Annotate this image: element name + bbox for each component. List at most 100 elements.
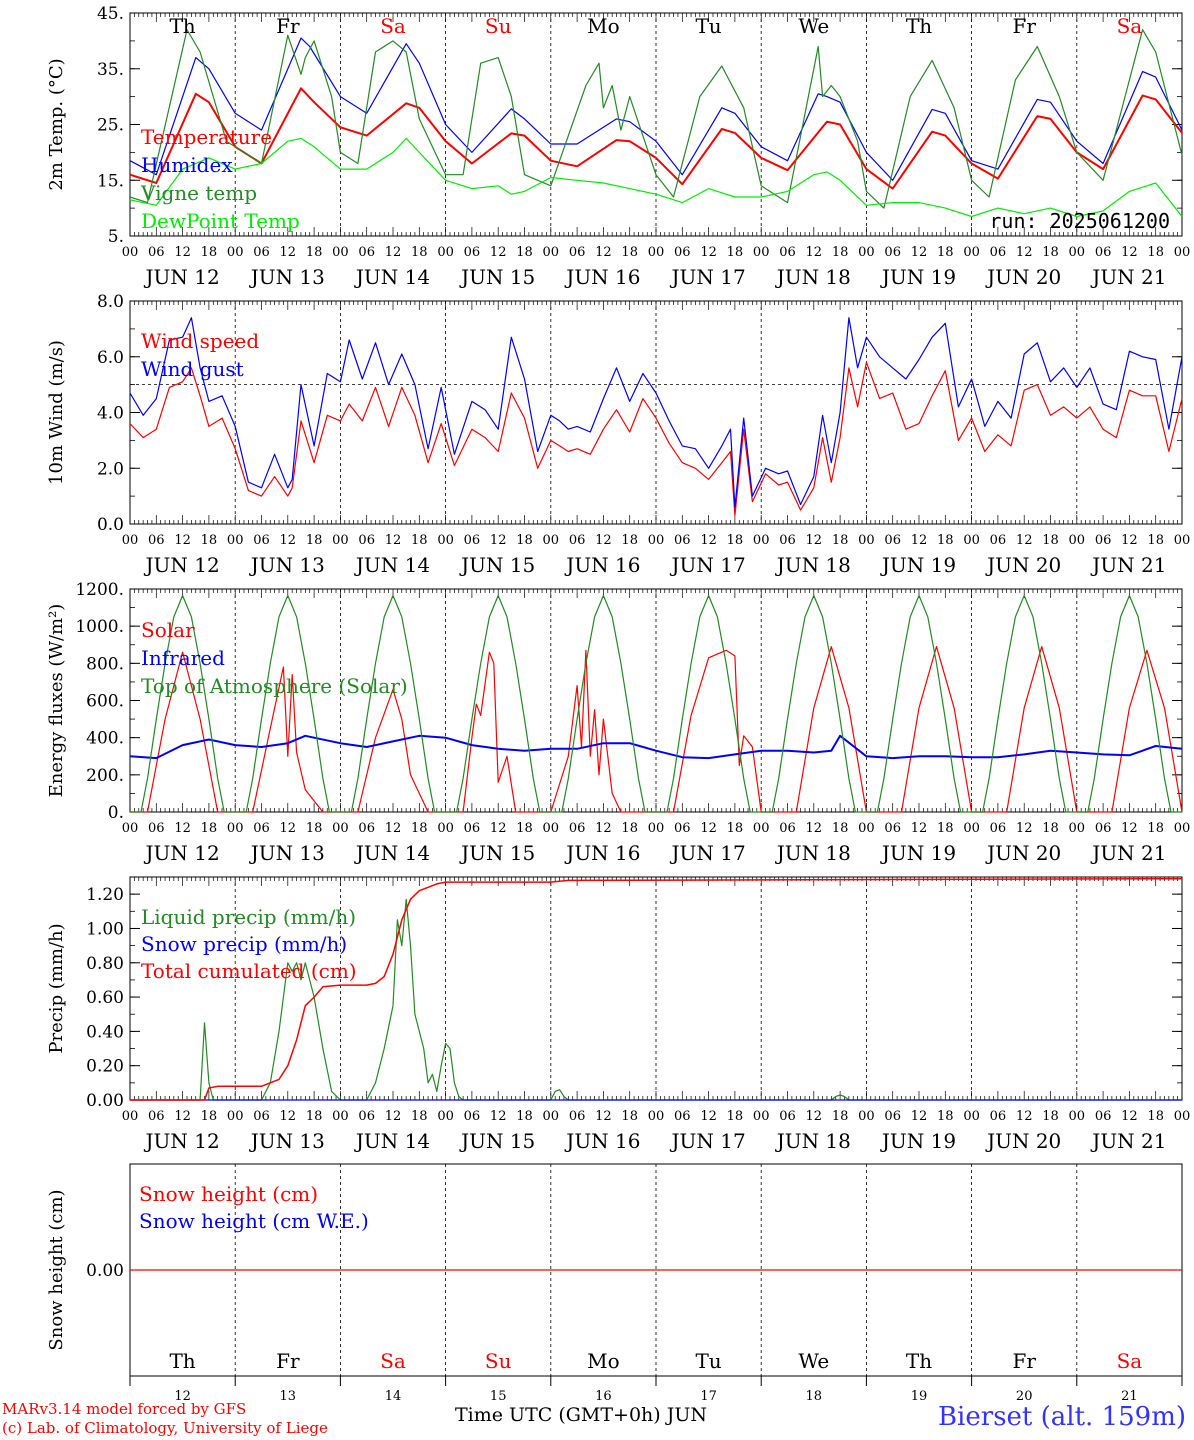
hour-tick-label: 06	[990, 533, 1007, 548]
hour-tick-label: 00	[227, 1109, 244, 1124]
hour-tick-label: 18	[411, 533, 428, 548]
hour-tick-label: 18	[621, 821, 638, 836]
hour-tick-label: 18	[1147, 1109, 1164, 1124]
hour-tick-label: 12	[385, 245, 402, 260]
hour-tick-label: 12	[806, 533, 823, 548]
hour-tick-label: 06	[990, 245, 1007, 260]
y-tick-label: 0.20	[86, 1057, 124, 1077]
weekday-label: Mo	[587, 14, 620, 38]
hour-tick-label: 06	[1095, 533, 1112, 548]
hour-tick-label: 00	[227, 533, 244, 548]
hour-tick-label: 18	[1042, 1109, 1059, 1124]
date-label: JUN 19	[880, 1129, 956, 1153]
hour-tick-label: 00	[1174, 245, 1191, 260]
hour-tick-label: 12	[595, 533, 612, 548]
day-number-label: 12	[174, 1389, 191, 1404]
hour-tick-label: 00	[543, 821, 560, 836]
hour-tick-label: 12	[1121, 1109, 1138, 1124]
legend-entry: Humidex	[141, 153, 233, 177]
hour-tick-label: 06	[779, 1109, 796, 1124]
day-number-label: 13	[280, 1389, 297, 1404]
date-label: JUN 17	[670, 553, 746, 577]
date-label: JUN 12	[144, 553, 220, 577]
hour-tick-label: 00	[1069, 245, 1086, 260]
hour-tick-label: 12	[1016, 1109, 1033, 1124]
weekday-label: Th	[169, 14, 195, 38]
hour-tick-label: 00	[122, 245, 139, 260]
series-vigne-temp	[129, 29, 1183, 209]
panel-2: 0.0 2.0 4.0 6.0 8.0 10m Wind (m/s) Wind speed W…	[46, 292, 1190, 577]
hour-tick-label: 18	[621, 245, 638, 260]
y-tick-label: 0.40	[86, 1022, 124, 1042]
series-liquid-precip-mm-h	[130, 898, 1182, 1101]
weekday-label: Fr	[276, 14, 300, 38]
hour-tick-label: 00	[122, 1109, 139, 1124]
day-number-label: 20	[1016, 1389, 1033, 1404]
hour-tick-label: 00	[963, 821, 980, 836]
hour-tick-label: 06	[674, 533, 691, 548]
hour-tick-label: 12	[1121, 821, 1138, 836]
hour-tick-label: 12	[280, 245, 297, 260]
day-number-label: 18	[806, 1389, 823, 1404]
y-axis-label: 10m Wind (m/s)	[46, 340, 67, 485]
legend-entry: Vigne temp	[140, 181, 257, 205]
hour-tick-label: 00	[648, 1109, 665, 1124]
hour-tick-label: 18	[306, 245, 323, 260]
date-label: JUN 16	[564, 841, 640, 865]
hour-tick-label: 12	[490, 821, 507, 836]
hour-tick-label: 00	[1069, 821, 1086, 836]
date-label: JUN 12	[144, 1129, 220, 1153]
model-credit: MARv3.14 model forced by GFS	[2, 1400, 247, 1418]
date-label: JUN 20	[985, 265, 1061, 289]
hour-tick-label: 06	[990, 1109, 1007, 1124]
series-total-cumulated-cm	[130, 877, 1183, 1101]
date-label: JUN 21	[1090, 553, 1166, 577]
hour-tick-label: 12	[911, 821, 928, 836]
panel-3: 0. 200. 400. 600. 800. 1000. 1200. Energy fluxe…	[46, 580, 1190, 865]
y-tick-label: 35.	[97, 60, 124, 80]
series-wind-gust	[129, 317, 1183, 508]
hour-tick-label: 06	[358, 245, 375, 260]
hour-tick-label: 12	[700, 1109, 717, 1124]
hour-tick-label: 18	[1042, 245, 1059, 260]
date-label: JUN 15	[459, 265, 535, 289]
series-wind-speed	[129, 361, 1183, 517]
hour-tick-label: 00	[543, 245, 560, 260]
hour-tick-label: 00	[753, 245, 770, 260]
weekday-label: Fr	[276, 1349, 300, 1373]
date-label: JUN 13	[249, 1129, 325, 1153]
hour-tick-label: 00	[648, 245, 665, 260]
hour-tick-label: 06	[884, 245, 901, 260]
hour-tick-label: 18	[937, 533, 954, 548]
hour-tick-label: 18	[516, 533, 533, 548]
weekday-label: Su	[485, 14, 512, 38]
hour-tick-label: 18	[201, 821, 218, 836]
hour-tick-label: 12	[174, 821, 191, 836]
hour-tick-label: 06	[253, 1109, 270, 1124]
panel-5: 0.00 Snow height (cm) Snow height (cm) Snow…	[46, 1163, 1183, 1404]
date-label: JUN 14	[354, 265, 430, 289]
y-tick-label: 0.00	[86, 1261, 124, 1281]
hour-tick-label: 06	[1095, 1109, 1112, 1124]
hour-tick-label: 06	[884, 821, 901, 836]
weekday-label: We	[798, 14, 829, 38]
hour-tick-label: 00	[122, 533, 139, 548]
legend-entry: Wind gust	[141, 357, 244, 381]
legend-entry: Snow precip (mm/h)	[141, 932, 347, 956]
hour-tick-label: 06	[569, 533, 586, 548]
y-tick-label: 45.	[97, 4, 124, 24]
date-label: JUN 21	[1090, 1129, 1166, 1153]
hour-tick-label: 12	[1016, 533, 1033, 548]
hour-tick-label: 06	[990, 821, 1007, 836]
hour-tick-label: 18	[1042, 533, 1059, 548]
hour-tick-label: 06	[148, 245, 165, 260]
date-label: JUN 16	[564, 265, 640, 289]
hour-tick-label: 18	[516, 1109, 533, 1124]
weekday-label: Sa	[380, 1349, 406, 1373]
hour-tick-label: 00	[437, 533, 454, 548]
hour-tick-label: 00	[543, 533, 560, 548]
weekday-label: Th	[906, 14, 932, 38]
hour-tick-label: 06	[148, 821, 165, 836]
y-tick-label: 2.0	[97, 459, 124, 479]
hour-tick-label: 06	[464, 245, 481, 260]
